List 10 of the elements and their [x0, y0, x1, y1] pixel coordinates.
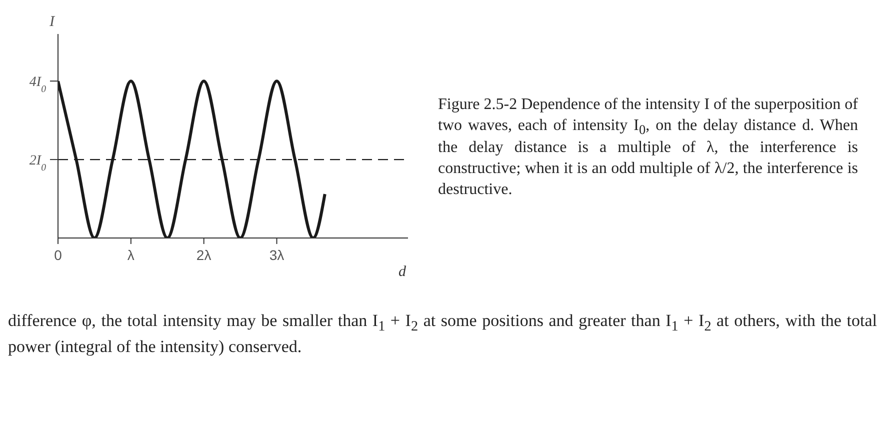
text: difference φ, the total intensity may be smaller than I$_{1}$ + I$_{2}$ at some positions and greater than I$_{1}$ + I$_{2}$ at others, with the total power (integral of the intensity) conserved. [8, 311, 877, 356]
annotation: 2I$_{0}$ [29, 154, 46, 174]
caption: Figure 2.5-2 Dependence of the intensity I of the superposition of two waves, each of intensity I$_{0}$, on the delay distance d. When the delay distance is a multiple of λ, the interference is constructive; when it is an odd multiple of λ/2, the interference is destructive. [438, 95, 858, 200]
annotation: 4I$_{0}$ [29, 75, 46, 95]
x-tick-label: 0 [54, 247, 62, 263]
x-tick-label: λ [127, 247, 134, 263]
x-tick-label: 3λ [269, 247, 284, 263]
x-axis-title: d [398, 264, 406, 280]
y-axis-title: I [48, 14, 56, 30]
x-tick-label: 2λ [196, 247, 212, 263]
